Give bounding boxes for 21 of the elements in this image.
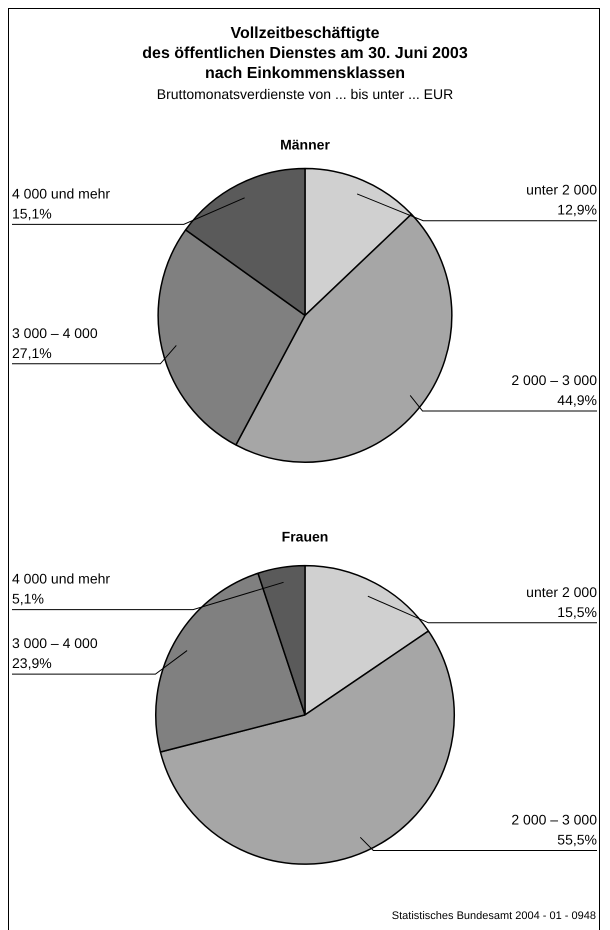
slice-label: unter 2 000 (526, 182, 598, 198)
data-label: 44,9% (557, 392, 597, 408)
data-label: 23,9% (12, 655, 52, 672)
slice-label: 3 000 – 4 000 (12, 324, 98, 341)
data-label: 27,1% (12, 344, 52, 361)
slice-label: 4 000 und mehr (12, 185, 110, 202)
data-label: 5,1% (12, 590, 44, 607)
slice-label: 3 000 – 4 000 (12, 635, 98, 652)
text: Statistisches Bundesamt 2004 - 01 - 0948 (388, 910, 596, 922)
slice-label: 2 000 – 3 000 (511, 812, 598, 828)
data-label: 12,9% (557, 202, 597, 218)
slice-label: 4 000 und mehr (12, 570, 110, 587)
data-label: 15,5% (557, 604, 597, 620)
data-label: 15,1% (12, 205, 52, 222)
text: Vollzeitbeschäftigte des öffentlichen Dienstes am 30. Juni 2003 nach Einkommensklassen (141, 24, 469, 84)
slice-label: unter 2 000 (526, 584, 598, 600)
text: Bruttomonatsverdienste von ... bis unter ... EUR (156, 86, 454, 102)
chart-title: Männer (280, 136, 330, 152)
chart-title: Frauen (282, 528, 328, 544)
data-label: 55,5% (557, 832, 597, 848)
slice-label: 2 000 – 3 000 (511, 372, 598, 388)
